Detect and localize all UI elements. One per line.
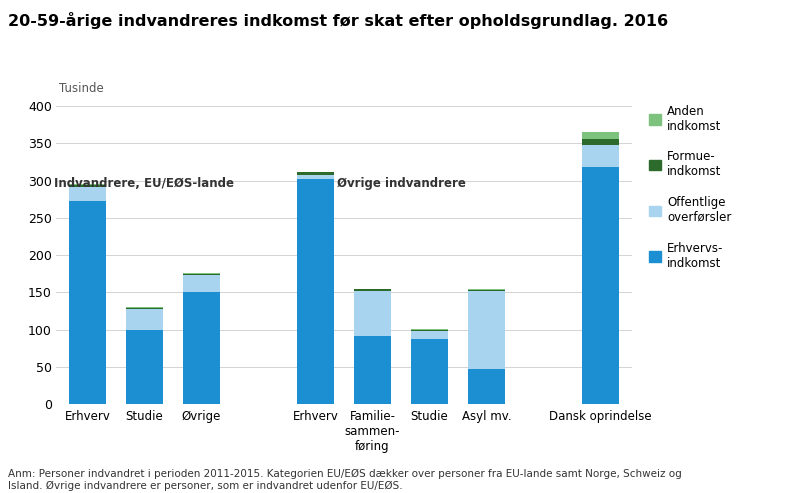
Bar: [468, 290, 505, 291]
Bar: [69, 186, 106, 202]
Bar: [126, 307, 163, 308]
Bar: [582, 132, 619, 139]
Bar: [582, 167, 619, 404]
Bar: [411, 331, 448, 339]
Text: Anm: Personer indvandret i perioden 2011-2015. Kategorien EU/EØS dækker over per: Anm: Personer indvandret i perioden 2011…: [8, 468, 682, 491]
Bar: [354, 336, 391, 404]
Bar: [183, 273, 220, 274]
Bar: [582, 139, 619, 145]
Bar: [183, 274, 220, 275]
Bar: [183, 292, 220, 404]
Text: Øvrige indvandrere: Øvrige indvandrere: [337, 177, 466, 190]
Text: 20-59-årige indvandreres indkomst før skat efter opholdsgrundlag. 2016: 20-59-årige indvandreres indkomst før sk…: [8, 12, 668, 29]
Bar: [354, 289, 391, 291]
Bar: [297, 172, 334, 173]
Bar: [411, 330, 448, 331]
Bar: [411, 329, 448, 330]
Legend: Anden
indkomst, Formue-
indkomst, Offentlige
overførsler, Erhvervs-
indkomst: Anden indkomst, Formue- indkomst, Offent…: [650, 105, 731, 270]
Bar: [183, 275, 220, 292]
Text: Tusinde: Tusinde: [59, 82, 104, 95]
Bar: [69, 184, 106, 185]
Bar: [297, 176, 334, 179]
Bar: [69, 202, 106, 404]
Bar: [69, 185, 106, 186]
Bar: [411, 339, 448, 404]
Bar: [354, 291, 391, 336]
Bar: [297, 179, 334, 404]
Bar: [468, 289, 505, 290]
Bar: [468, 291, 505, 369]
Text: Indvandrere, EU/EØS-lande: Indvandrere, EU/EØS-lande: [54, 177, 234, 190]
Bar: [468, 369, 505, 404]
Bar: [126, 330, 163, 404]
Bar: [582, 145, 619, 167]
Bar: [126, 309, 163, 330]
Bar: [297, 173, 334, 176]
Bar: [126, 308, 163, 309]
